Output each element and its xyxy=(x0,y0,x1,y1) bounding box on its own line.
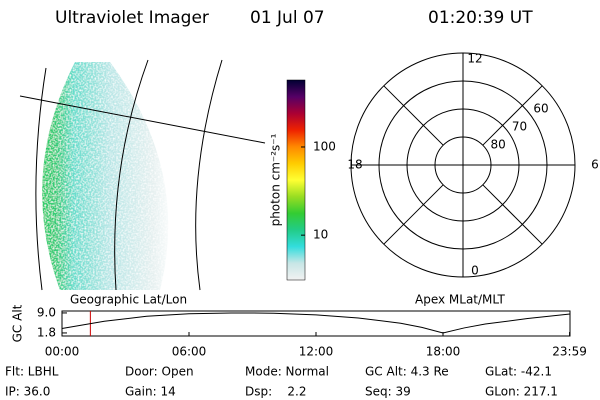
status-field: GLat: -42.1 xyxy=(485,365,552,379)
diag-line xyxy=(482,85,543,146)
x-tick-label: 23:59 xyxy=(552,345,587,359)
y-axis-label: GC Alt xyxy=(11,304,25,342)
lat-label: 80 xyxy=(490,138,505,152)
auroral-image xyxy=(42,62,169,290)
time: 01:20:39 UT xyxy=(428,8,533,28)
x-tick-label: 00:00 xyxy=(45,345,80,359)
mlt-label: 18 xyxy=(347,158,362,172)
status-field: Mode: Normal xyxy=(245,365,329,379)
status-field: IP: 36.0 xyxy=(5,385,50,399)
colorbar-tick-label: 10 xyxy=(313,228,328,242)
status-field: Gain: 14 xyxy=(125,385,176,399)
annotation: Geographic Lat/Lon xyxy=(70,293,187,307)
status-field: GC Alt: 4.3 Re xyxy=(365,365,449,379)
status-field: GLon: 217.1 xyxy=(485,385,558,399)
status-field: Flt: LBHL xyxy=(5,365,59,379)
mlt-label: 0 xyxy=(471,264,479,278)
y-tick-label: 1.8 xyxy=(37,325,56,339)
x-tick-label: 06:00 xyxy=(172,345,207,359)
uv-image xyxy=(19,59,266,291)
status-field: Dsp: 2.2 xyxy=(245,385,307,399)
geo-grid xyxy=(19,59,266,291)
lat-label: 70 xyxy=(512,120,527,134)
title: Ultraviolet Imager xyxy=(55,8,209,28)
diag-line xyxy=(383,184,444,245)
y-tick-label: 9.0 xyxy=(37,305,56,319)
diag-line xyxy=(383,85,444,146)
status-field: Door: Open xyxy=(125,365,194,379)
colorbar xyxy=(286,79,306,281)
colorbar-tick-label: 100 xyxy=(313,139,336,153)
mlt-label: 12 xyxy=(467,52,482,66)
lat-label: 60 xyxy=(533,102,548,116)
annotation: Apex MLat/MLT xyxy=(415,293,505,307)
status-field: Seq: 39 xyxy=(365,385,411,399)
date: 01 Jul 07 xyxy=(250,8,325,28)
colorbar-label: photon cm⁻²s⁻¹ xyxy=(269,133,283,226)
diag-line xyxy=(482,184,543,245)
x-tick-label: 18:00 xyxy=(426,345,461,359)
x-tick-label: 12:00 xyxy=(299,345,334,359)
mlt-label: 6 xyxy=(591,158,599,172)
altitude-line xyxy=(61,312,571,334)
